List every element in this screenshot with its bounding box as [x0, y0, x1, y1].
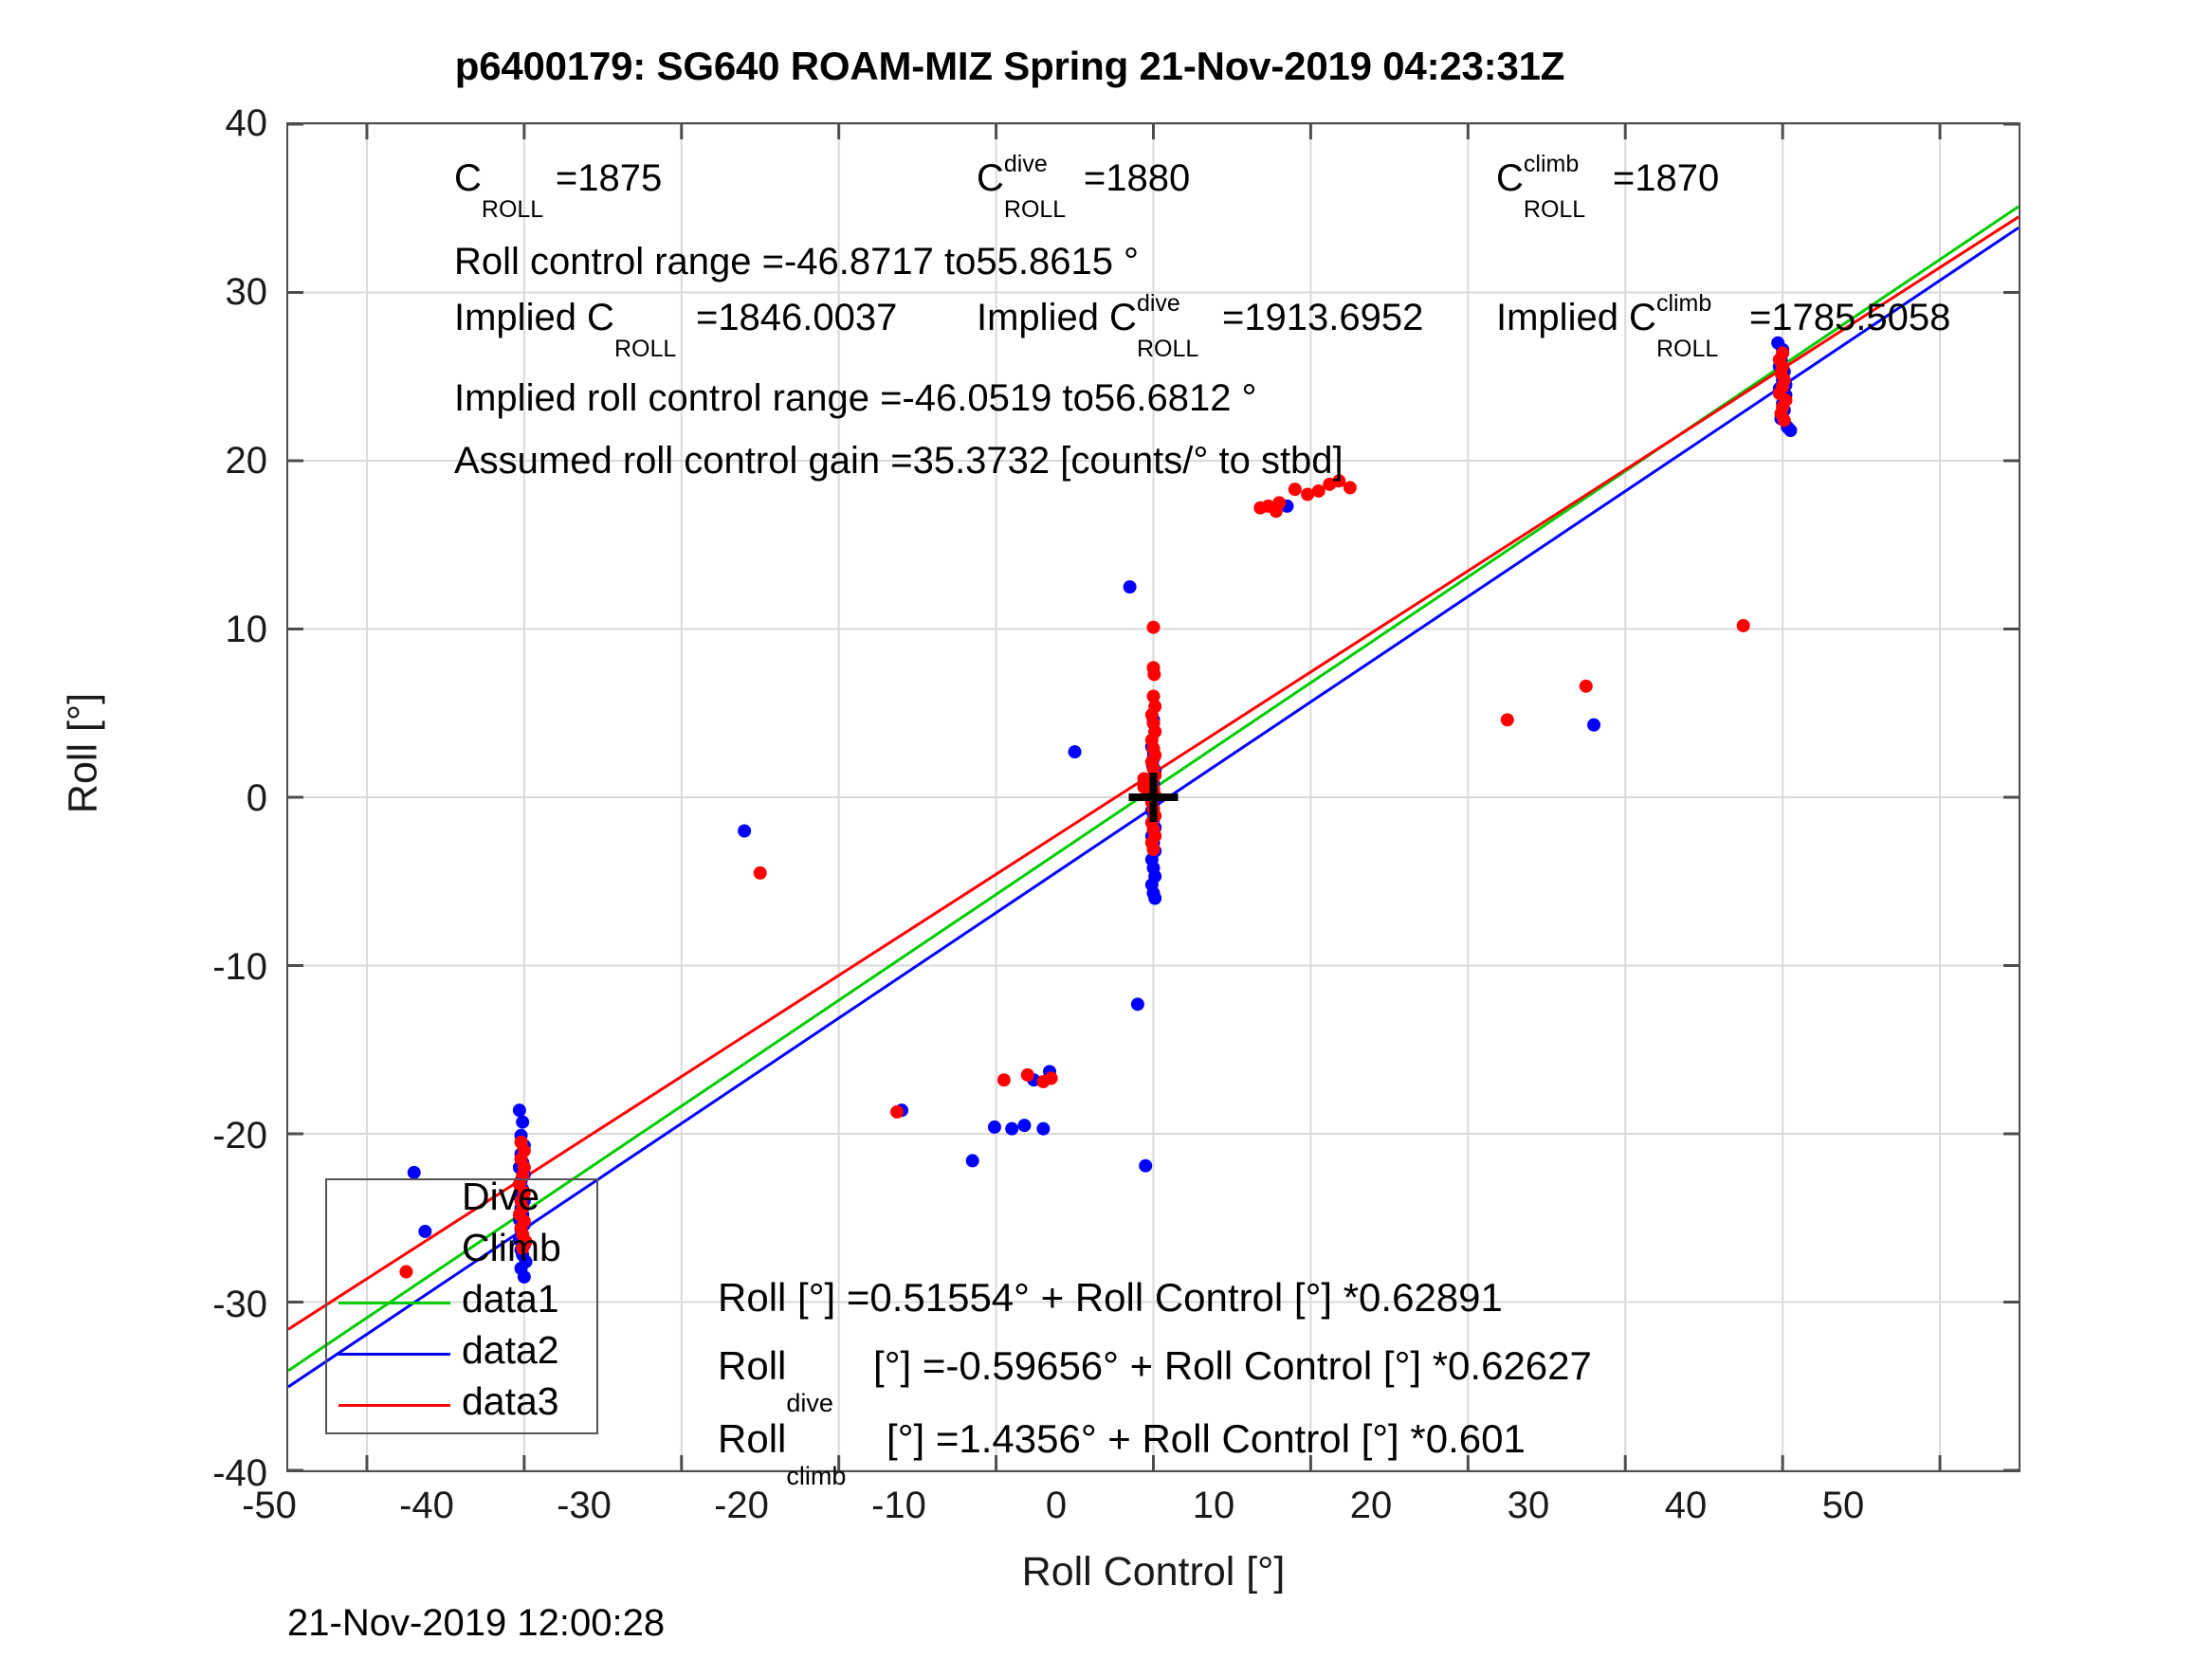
fit-dive-rest: [°] =-0.59656° + Roll Control [°] *0.626… [862, 1343, 1592, 1388]
legend-item-data3[interactable]: data3 [327, 1379, 596, 1431]
c-roll-dive-symbol: C [977, 157, 1004, 199]
implied-c-roll-climb-superscript: climb [1655, 290, 1712, 317]
data-points [399, 336, 1798, 1284]
y-tick-label: 0 [246, 777, 267, 819]
implied-c-roll-prefix: Implied C [454, 297, 614, 338]
page-title: p6400179: SG640 ROAM-MIZ Spring 21-Nov-2… [454, 44, 1565, 88]
legend-item-dive[interactable]: Dive [327, 1175, 596, 1226]
legend[interactable]: Dive Climb data1 data2 data3 [325, 1175, 598, 1434]
legend-item-data2[interactable]: data2 [327, 1328, 596, 1379]
implied-c-roll-dive-subscript: ROLL [1136, 336, 1199, 362]
fit-climb-subscript: climb [786, 1462, 847, 1490]
c-roll-value: =1875 [555, 157, 663, 199]
legend-label: data3 [462, 1379, 559, 1423]
equation-fit-all: Roll [°] =0.51554° + Roll Control [°] *0… [718, 1275, 1503, 1320]
plot-canvas [288, 124, 2019, 1470]
y-tick-label: -10 [212, 946, 267, 988]
x-tick-label: -30 [557, 1485, 612, 1526]
c-roll-climb-symbol: C [1496, 157, 1524, 199]
y-tick-label: -30 [212, 1284, 267, 1325]
x-tick-label: 10 [1192, 1485, 1235, 1526]
fit-climb-prefix: Roll [718, 1416, 787, 1461]
y-tick-label: -40 [212, 1452, 267, 1494]
equation-fit-climb: Roll climb [°] =1.4356° + Roll Control [°… [718, 1416, 1526, 1490]
fit-dive-prefix: Roll [718, 1343, 787, 1388]
legend-line-swatch [338, 1353, 450, 1356]
fit-dive-subscript: dive [786, 1389, 833, 1417]
implied-c-roll-dive-superscript: dive [1136, 290, 1180, 317]
y-tick-label: 10 [225, 609, 268, 650]
x-tick-label: 0 [1045, 1485, 1068, 1526]
c-roll-climb-superscript: climb [1523, 151, 1580, 177]
implied-c-roll-climb-prefix: Implied C [1496, 297, 1656, 338]
annotation-implied-c-roll: Implied C ROLL =1846.0037 [454, 297, 898, 361]
y-tick-label: 30 [225, 271, 268, 313]
fit-climb-rest: [°] =1.4356° + Roll Control [°] *0.601 [875, 1416, 1526, 1461]
x-tick-label: -50 [242, 1485, 297, 1526]
y-tick-label: 40 [225, 102, 268, 144]
x-tick-label: -20 [714, 1485, 769, 1526]
legend-label: Climb [462, 1226, 561, 1269]
legend-label: data1 [462, 1277, 559, 1321]
legend-item-data1[interactable]: data1 [327, 1277, 596, 1328]
x-tick-label: 30 [1507, 1485, 1550, 1526]
annotation-implied-roll-control-range: Implied roll control range =-46.0519 to5… [454, 377, 1257, 419]
y-tick-label: 20 [225, 440, 268, 482]
x-tick-label: 40 [1664, 1485, 1708, 1526]
implied-c-roll-dive-value: =1913.6952 [1221, 297, 1424, 338]
legend-line-swatch [338, 1302, 450, 1304]
x-axis-label: Roll Control [°] [1021, 1549, 1286, 1595]
c-roll-dive-superscript: dive [1003, 151, 1048, 177]
x-tick-label: 50 [1821, 1485, 1865, 1526]
c-roll-dive-subscript: ROLL [1003, 196, 1067, 223]
x-tick-label: -10 [871, 1485, 926, 1526]
implied-c-roll-climb-subscript: ROLL [1655, 336, 1719, 362]
legend-line-swatch [338, 1404, 450, 1407]
c-roll-symbol: C [454, 157, 482, 199]
implied-c-roll-climb-value: =1785.5058 [1748, 297, 1951, 338]
implied-c-roll-dive-prefix: Implied C [977, 297, 1137, 338]
legend-label: data2 [462, 1328, 559, 1372]
annotation-roll-control-range: Roll control range =-46.8717 to55.8615 ° [454, 241, 1140, 283]
x-tick-label: -40 [399, 1485, 454, 1526]
annotation-c-roll: C ROLL =1875 [454, 157, 663, 222]
c-roll-climb-value: =1870 [1612, 157, 1720, 199]
implied-c-roll-subscript: ROLL [613, 336, 677, 362]
plot-area [286, 122, 2020, 1472]
c-roll-subscript: ROLL [481, 196, 544, 223]
c-roll-climb-subscript: ROLL [1523, 196, 1586, 223]
y-axis-label: Roll [°] [60, 692, 106, 814]
reference-cross-marker [1128, 773, 1179, 822]
footer-timestamp: 21-Nov-2019 12:00:28 [287, 1602, 666, 1644]
implied-c-roll-value: =1846.0037 [695, 297, 898, 338]
legend-label: Dive [462, 1175, 540, 1218]
annotation-assumed-gain: Assumed roll control gain =35.3732 [coun… [454, 440, 1344, 482]
x-tick-label: 20 [1349, 1485, 1393, 1526]
y-tick-label: -20 [212, 1115, 267, 1157]
equation-fit-dive: Roll dive [°] =-0.59656° + Roll Control [… [718, 1343, 1592, 1417]
legend-item-climb[interactable]: Climb [327, 1226, 596, 1277]
c-roll-dive-value: =1880 [1083, 157, 1191, 199]
